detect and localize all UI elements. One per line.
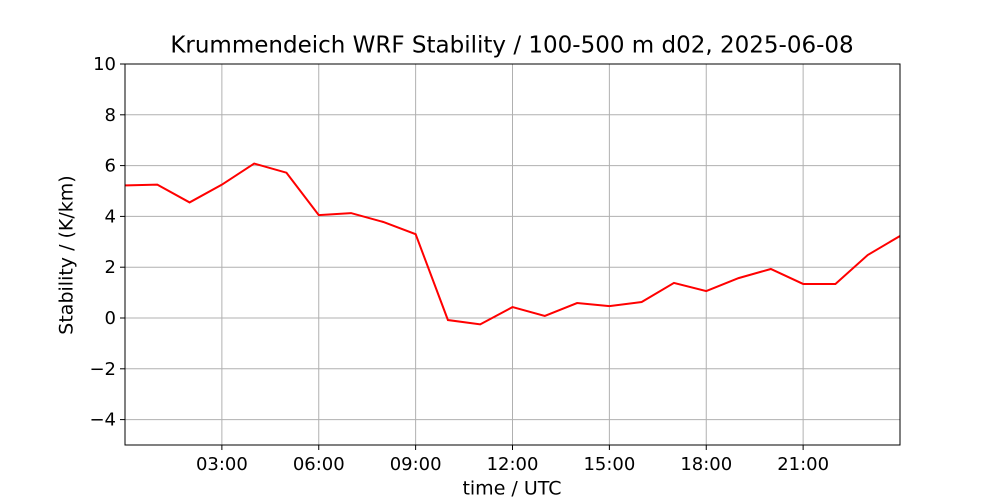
y-tick-label: 0 [105,308,116,329]
y-tick-label: −2 [89,359,116,380]
y-tick-label: −4 [89,410,116,431]
x-tick-label: 15:00 [583,454,635,475]
x-tick-label: 06:00 [293,454,345,475]
y-axis-label: Stability / (K/km) [56,175,78,334]
x-tick-label: 12:00 [487,454,539,475]
plot-frame [124,63,901,446]
y-tick-label: 6 [105,156,116,177]
x-tick-label: 21:00 [777,454,829,475]
x-tick-label: 09:00 [390,454,442,475]
x-tick-label: 03:00 [196,454,248,475]
y-tick-label: 2 [105,257,116,278]
chart-title: Krummendeich WRF Stability / 100-500 m d… [170,33,853,59]
line [124,162,901,326]
x-tick-label: 18:00 [680,454,732,475]
y-tick-label: 4 [105,206,116,227]
x-axis-label: time / UTC [462,478,561,500]
y-tick-label: 10 [93,54,116,75]
y-tick-label: 8 [105,105,116,126]
